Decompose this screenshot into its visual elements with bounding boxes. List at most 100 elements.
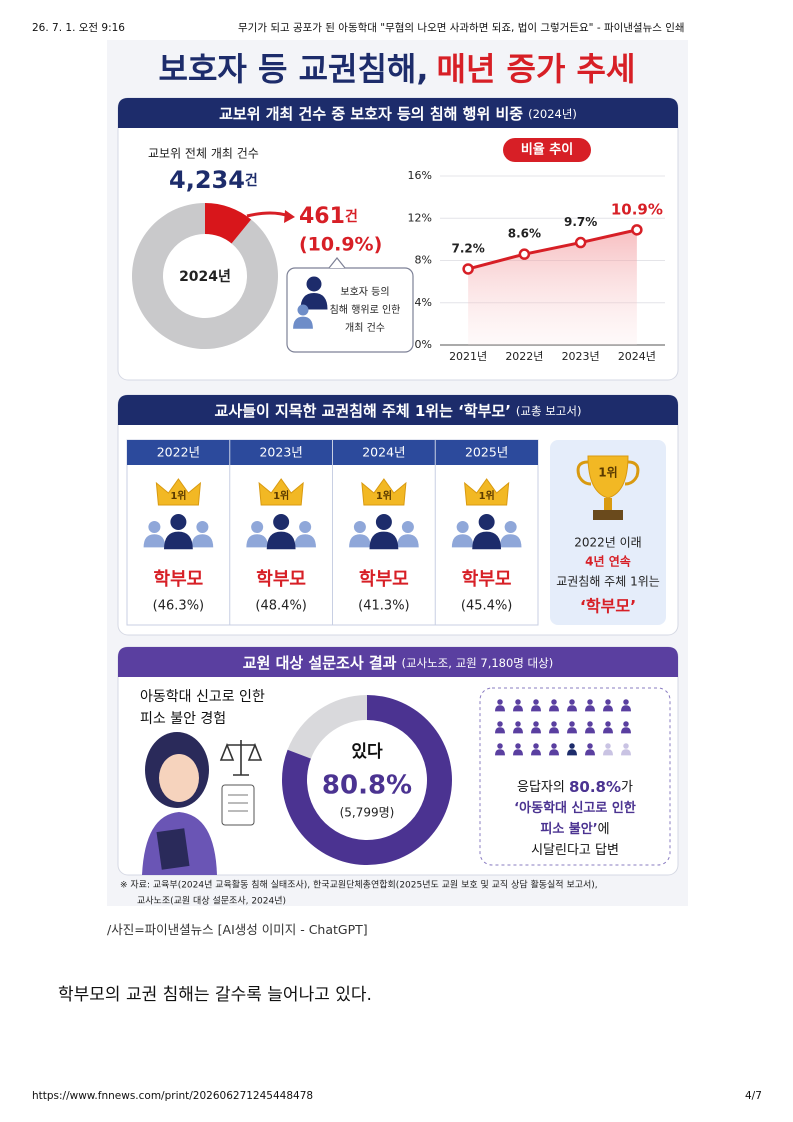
print-page-title: 무기가 되고 공포가 된 아동학대 "무혐의 나오면 사과하면 되죠, 법이 그…	[238, 22, 685, 34]
person-icon	[300, 293, 328, 310]
table-header-cell	[127, 440, 230, 465]
donut-slice	[205, 203, 252, 244]
table-header-cell	[229, 440, 333, 465]
footer-page: 4/7	[745, 1090, 762, 1102]
summary-dashed-box	[479, 687, 671, 866]
grid-person-icon	[497, 721, 503, 727]
grid-person-icon	[515, 743, 521, 749]
section-heading: 교보위 개최 건수 중 보호자 등의 침해 행위 비중 (2024년)	[219, 105, 577, 123]
survey-summary-line: 응답자의 80.8%가	[517, 778, 633, 796]
survey-summary-part: 시달린다고 답변	[531, 843, 619, 858]
trophy-handles	[576, 460, 640, 486]
grid-person-icon	[551, 699, 557, 705]
survey-summary-line: 피소 불안’에	[540, 821, 609, 837]
person-icon	[451, 534, 474, 548]
grid-person-icon	[513, 727, 523, 734]
person-icon	[299, 521, 312, 533]
woman-face	[159, 754, 199, 802]
crown-icon	[464, 478, 510, 506]
table-header-cell	[332, 440, 436, 465]
grid-person-icon	[587, 699, 593, 705]
table-subject: 학부모	[154, 568, 204, 590]
table-year: 2024년	[362, 445, 405, 460]
trend-badge	[503, 138, 591, 162]
survey-summary-part: 가	[621, 780, 633, 795]
donut-center-label: 2024년	[179, 269, 231, 285]
print-datetime: 26. 7. 1. 오전 9:16	[32, 22, 125, 34]
person-icon	[375, 514, 392, 530]
trophy-base	[593, 510, 623, 520]
donut-remainder	[287, 695, 367, 759]
grid-person-icon	[495, 749, 505, 756]
grid-person-icon	[603, 749, 613, 756]
grid-person-icon	[621, 705, 631, 712]
grid-person-icon	[549, 749, 559, 756]
title-highlight: 매년 증가 추세	[437, 50, 636, 88]
rank-label: 1위	[376, 489, 392, 502]
person-icon	[170, 514, 187, 530]
person-icon	[306, 276, 322, 292]
grid-person-icon	[531, 705, 541, 712]
grid-person-icon	[549, 705, 559, 712]
rank-label: 1위	[170, 489, 186, 502]
grid-person-icon	[621, 727, 631, 734]
question-text: 아동학대 신고로 인한	[140, 689, 265, 705]
table-subject: 학부모	[256, 568, 306, 590]
infographic-title: 보호자 등 교권침해, 매년 증가 추세	[159, 50, 636, 88]
table-subject: 학부모	[462, 568, 512, 590]
trend-point	[631, 224, 643, 236]
person-icon	[472, 531, 502, 550]
person-icon	[148, 521, 161, 533]
grid-person-icon	[623, 699, 629, 705]
survey-summary-part: 응답자의	[517, 780, 569, 795]
y-tick-label: 0%	[415, 338, 432, 351]
summary-line: 2022년 이래	[574, 536, 641, 550]
y-tick-label: 12%	[408, 211, 432, 224]
person-icon	[504, 521, 517, 533]
callout-pointer	[328, 257, 346, 269]
trend-value-label: 10.9%	[611, 200, 663, 218]
summary-line: 4년 연속	[585, 554, 631, 569]
trophy-rank: 1위	[598, 466, 617, 480]
grid-person-icon	[551, 743, 557, 749]
section-heading-text: 교원 대상 설문조사 결과	[243, 654, 397, 672]
body-text: 학부모의 교권 침해는 갈수록 늘어나고 있다.	[58, 985, 372, 1005]
woman-book	[156, 828, 190, 870]
total-count-unit: 건	[245, 172, 258, 189]
grid-person-icon	[549, 727, 559, 734]
grid-person-icon	[587, 721, 593, 727]
trend-point	[518, 248, 531, 260]
grid-person-icon	[569, 721, 575, 727]
grid-person-icon	[585, 727, 595, 734]
person-icon	[246, 534, 268, 548]
grid-person-icon	[515, 721, 521, 727]
grid-person-icon	[621, 749, 631, 756]
grid-person-icon	[567, 705, 577, 712]
survey-summary-line: ‘아동학대 신고로 인한	[514, 800, 636, 816]
person-icon	[353, 521, 366, 533]
person-icon	[294, 534, 316, 548]
total-count-number: 4,234	[169, 166, 245, 194]
trend-value-label: 8.6%	[508, 227, 541, 241]
x-tick-label: 2021년	[449, 350, 487, 363]
person-icon	[349, 534, 371, 548]
survey-summary-part: 에	[598, 822, 610, 837]
table-share: (45.4%)	[461, 599, 512, 614]
trend-point	[574, 236, 587, 249]
trend-point	[462, 263, 474, 275]
section-heading-note: (2024년)	[528, 107, 577, 121]
section-heading-text: 교사들이 지목한 교권침해 주체 1위는 ‘학부모’	[215, 402, 511, 420]
section-header-three	[118, 647, 678, 677]
trend-value-label: 7.2%	[451, 241, 484, 255]
trend-badge-text: 비율 추이	[521, 142, 573, 158]
grid-person-icon	[567, 749, 577, 756]
grid-person-icon	[569, 699, 575, 705]
person-icon	[369, 531, 399, 550]
person-icon	[164, 531, 193, 550]
y-tick-label: 4%	[415, 296, 432, 309]
trophy-cup	[587, 455, 629, 499]
slice-count-number: 461	[299, 204, 345, 229]
grid-person-icon	[567, 727, 577, 734]
document-icon	[221, 784, 255, 826]
